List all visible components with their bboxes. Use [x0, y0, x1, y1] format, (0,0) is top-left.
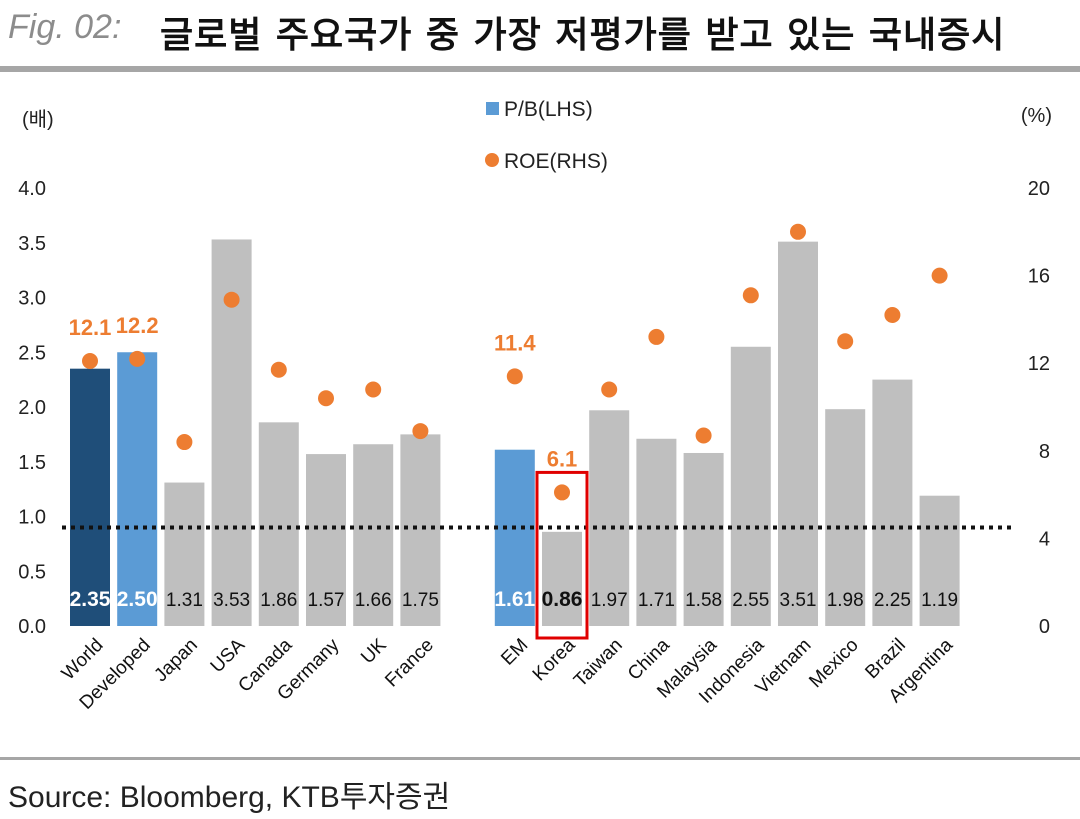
- pb-bar-canada: [258, 422, 299, 626]
- left-tick-label: 2.0: [18, 397, 46, 419]
- right-tick-label: 4: [1039, 528, 1050, 550]
- pb-bar-germany: [306, 454, 346, 626]
- bottom-divider: [0, 757, 1080, 760]
- pb-value-label: 0.86: [542, 588, 583, 611]
- pb-bar-mexico: [825, 409, 866, 626]
- legend: P/B(LHS) ROE(RHS): [485, 98, 608, 173]
- pb-bar-world: [70, 368, 110, 626]
- pb-bar-taiwan: [589, 410, 630, 626]
- pb-value-label: 1.19: [921, 590, 958, 611]
- category-label: EM: [497, 635, 532, 670]
- legend-bar-label: P/B(LHS): [504, 98, 593, 121]
- category-label: Japan: [150, 635, 201, 686]
- top-divider: [0, 66, 1080, 72]
- roe-callout-label: 11.4: [494, 330, 536, 355]
- roe-dot-mexico: [837, 333, 854, 350]
- category-label: USA: [207, 634, 250, 677]
- roe-dot-canada: [270, 361, 287, 378]
- roe-dot-china: [648, 328, 665, 345]
- pb-bar-argentina: [919, 495, 960, 626]
- left-tick-label: 0.5: [18, 561, 46, 583]
- pb-value-label: 1.66: [355, 590, 392, 611]
- right-tick-label: 16: [1028, 266, 1050, 288]
- right-tick-label: 20: [1028, 178, 1050, 200]
- pb-bar-em: [494, 449, 535, 626]
- pb-value-label: 1.57: [308, 590, 345, 611]
- roe-callout-label: 12.2: [116, 313, 159, 338]
- roe-dot-france: [412, 423, 429, 440]
- category-label: France: [381, 635, 438, 692]
- roe-dot-indonesia: [742, 287, 759, 304]
- pb-bar-japan: [164, 482, 205, 626]
- pb-value-label: 2.35: [70, 588, 111, 611]
- left-tick-label: 1.0: [18, 507, 46, 529]
- left-tick-label: 0.0: [18, 616, 46, 638]
- roe-dot-world: [82, 353, 98, 370]
- pb-value-label: 1.98: [827, 590, 864, 611]
- roe-dot-usa: [223, 291, 240, 308]
- category-label: UK: [357, 634, 391, 668]
- pb-value-label: 1.71: [638, 590, 675, 611]
- left-tick-label: 2.5: [18, 342, 46, 364]
- pb-bar-brazil: [872, 379, 913, 626]
- category-label: Taiwan: [570, 635, 627, 692]
- roe-dot-malaysia: [695, 427, 712, 444]
- legend-dot-label: ROE(RHS): [504, 150, 608, 173]
- pb-value-label: 1.97: [591, 590, 628, 611]
- right-tick-label: 12: [1028, 353, 1050, 375]
- right-tick-label: 0: [1039, 616, 1050, 638]
- right-axis-unit: (%): [1021, 105, 1052, 127]
- roe-dot-developed: [129, 350, 146, 367]
- legend-dot-swatch: [485, 153, 499, 167]
- pb-bar-china: [636, 438, 677, 626]
- roe-dot-japan: [176, 434, 193, 451]
- roe-dot-em: [506, 368, 523, 385]
- pb-bar-vietnam: [778, 241, 818, 626]
- left-tick-label: 1.5: [18, 452, 46, 474]
- left-axis-unit: (배): [22, 108, 54, 131]
- figure-title: 글로벌 주요국가 중 가장 저평가를 받고 있는 국내증시: [160, 15, 1006, 56]
- pb-value-label: 1.75: [402, 590, 439, 611]
- right-tick-label: 8: [1039, 441, 1050, 463]
- pb-bar-indonesia: [730, 346, 771, 626]
- roe-dot-argentina: [931, 267, 948, 284]
- left-tick-label: 4.0: [18, 178, 46, 200]
- roe-dot-korea: [554, 484, 570, 501]
- figure-number: Fig. 02:: [8, 8, 122, 46]
- pb-value-label: 3.51: [780, 590, 817, 611]
- bars: [70, 239, 960, 626]
- roe-dot-vietnam: [790, 223, 806, 240]
- roe-dot-uk: [365, 381, 382, 398]
- roe-dot-brazil: [884, 307, 901, 324]
- left-tick-label: 3.5: [18, 233, 46, 255]
- category-label: Mexico: [805, 635, 862, 692]
- pb-roe-chart: P/B(LHS) ROE(RHS) (배) (%) 0.0 0.5 1.0 1.5 2.0 2.…: [18, 98, 1052, 714]
- pb-value-label: 1.58: [685, 590, 722, 611]
- korea-highlight-box: [535, 470, 589, 640]
- pb-value-label: 2.50: [117, 588, 158, 611]
- pb-value-label: 3.53: [213, 590, 250, 611]
- pb-bar-developed: [117, 352, 158, 626]
- pb-value-label: 1.86: [260, 590, 297, 611]
- left-tick-label: 3.0: [18, 288, 46, 310]
- roe-callout-label: 12.1: [69, 315, 112, 340]
- pb-bar-malaysia: [683, 452, 724, 626]
- roe-callout-label: 6.1: [547, 446, 578, 471]
- roe-dots: [82, 223, 948, 501]
- roe-dot-taiwan: [601, 381, 618, 398]
- pb-bar-korea: [542, 531, 582, 626]
- pb-bar-uk: [353, 444, 394, 626]
- pb-value-label: 2.55: [732, 590, 769, 611]
- roe-dot-germany: [318, 390, 334, 407]
- legend-bar-swatch: [486, 102, 499, 115]
- figure-header: Fig. 02: 글로벌 주요국가 중 가장 저평가를 받고 있는 국내증시: [0, 0, 1080, 62]
- pb-value-label: 2.25: [874, 590, 911, 611]
- pb-value-label: 1.31: [166, 590, 203, 611]
- pb-bar-france: [400, 434, 441, 626]
- source-note: Source: Bloomberg, KTB투자증권: [8, 781, 451, 814]
- pb-value-label: 1.61: [494, 588, 535, 611]
- data-labels: 2.35 2.50 1.31 3.53 1.86 1.57 1.66 1.75 1.61 0.86…: [69, 313, 958, 640]
